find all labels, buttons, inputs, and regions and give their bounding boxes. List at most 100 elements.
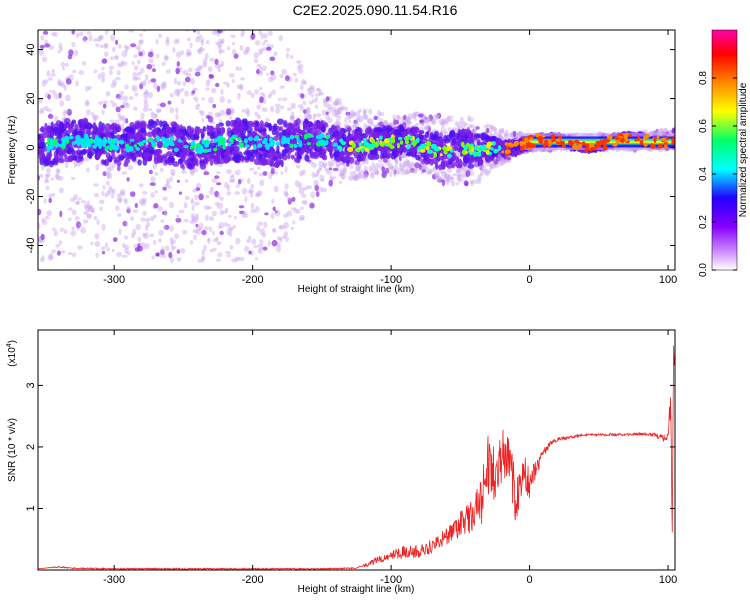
spectrogram-band-cell <box>174 130 181 138</box>
spectrogram-speckle <box>182 229 188 235</box>
spectrogram-speckle <box>266 72 270 76</box>
spectrogram-speckle <box>141 232 147 238</box>
spectrogram-speckle <box>224 221 228 227</box>
spectrogram-speckle <box>184 178 189 184</box>
spectrogram-peak-cell <box>213 147 218 152</box>
spectrogram-speckle <box>235 184 240 189</box>
spectrogram-band-cell <box>331 124 336 130</box>
spectrogram-speckle <box>225 250 232 255</box>
spectrogram-speckle <box>135 223 141 231</box>
spectrogram-speckle <box>115 76 121 81</box>
spectrogram-speckle <box>40 107 45 114</box>
spectrogram-band-cell <box>383 151 387 157</box>
spectrogram-speckle <box>47 77 53 81</box>
spectrogram-speckle <box>211 178 218 183</box>
spectrogram-speckle <box>272 89 276 95</box>
spectrogram-speckle <box>196 227 203 231</box>
spectrogram-speckle <box>186 73 192 78</box>
spectrogram-speckle <box>197 48 203 55</box>
spectrogram-speckle <box>136 24 140 29</box>
spectrogram-speckle <box>473 179 479 184</box>
spectrogram-speckle <box>262 171 268 176</box>
spectrogram-speckle <box>63 84 67 92</box>
spectrogram-speckle <box>336 107 343 115</box>
spectrogram-band-cell <box>66 148 73 155</box>
spectrogram-speckle <box>411 161 415 166</box>
spectrogram-speckle <box>43 105 49 112</box>
spectrogram-speckle <box>379 111 385 117</box>
spectrogram-peak-cell <box>590 146 595 151</box>
chart-title: C2E2.2025.090.11.54.R16 <box>293 2 458 18</box>
spectrogram-speckle <box>209 226 213 233</box>
spectrogram-speckle <box>162 26 168 30</box>
spectrogram-speckle <box>250 92 255 99</box>
spectrogram-band-cell <box>295 118 301 126</box>
spectrogram-speckle <box>406 161 412 167</box>
spectrogram-speckle <box>113 237 118 243</box>
spectrogram-speckle <box>487 170 492 174</box>
spectrogram-band-cell <box>54 154 59 161</box>
spectrogram-speckle <box>455 151 460 158</box>
spectrogram-band-cell <box>439 140 447 147</box>
spectrogram-speckle <box>327 107 332 114</box>
spectrogram-speckle <box>175 67 180 75</box>
spectrogram-band-cell <box>58 158 65 164</box>
spectrogram-speckle <box>190 213 196 219</box>
spectrogram-speckle <box>340 170 347 175</box>
spectrogram-speckle <box>470 179 475 187</box>
spectrogram-speckle <box>229 244 234 250</box>
spectrogram-speckle <box>86 167 90 173</box>
spectrogram-speckle <box>104 242 109 248</box>
spectrogram-band-cell <box>253 127 259 132</box>
spectrogram-band-cell <box>314 129 318 137</box>
spectrogram-speckle <box>64 162 69 169</box>
spectrogram-band-cell <box>159 154 164 161</box>
spectrogram-band-cell <box>48 152 53 158</box>
spectrogram-speckle <box>83 211 89 215</box>
spectrogram-speckle <box>104 42 109 48</box>
spectrogram-band-cell <box>432 157 438 165</box>
spectrogram-speckle <box>284 192 289 197</box>
spectrogram-speckle <box>418 163 422 171</box>
spectrogram-speckle <box>301 193 307 198</box>
spectrogram-band-cell <box>364 132 369 138</box>
spectrogram-speckle <box>164 54 169 62</box>
spectrogram-band-cell <box>424 131 430 139</box>
spectrogram-speckle <box>193 234 197 241</box>
spectrogram-band-cell <box>442 161 446 169</box>
spectrogram-speckle <box>114 54 119 61</box>
spectrogram-speckle <box>290 102 296 107</box>
spectrogram-speckle <box>226 254 232 258</box>
spectrogram-speckle <box>339 168 344 175</box>
spectrogram-band-cell <box>200 133 204 140</box>
spectrogram-speckle <box>426 167 429 171</box>
spectrogram-band-cell <box>333 152 337 157</box>
spectrogram-band-cell <box>232 155 238 162</box>
spectrogram-speckle <box>176 249 180 254</box>
spectrogram-speckle <box>42 30 49 35</box>
spectrogram-speckle <box>160 102 166 108</box>
spectrogram-speckle <box>58 92 62 99</box>
spectrogram-band-cell <box>206 154 212 162</box>
spectrogram-speckle <box>38 49 45 56</box>
spectrogram-speckle <box>244 195 248 203</box>
spectrogram-speckle <box>182 69 189 76</box>
spectrogram-speckle <box>214 190 220 198</box>
spectrogram-speckle <box>157 238 162 243</box>
spectrogram-speckle <box>81 61 87 66</box>
spectrogram-speckle <box>227 23 233 29</box>
spectrogram-speckle <box>331 106 337 112</box>
spectrogram-speckle <box>229 175 235 183</box>
spectrogram-speckle <box>298 217 305 221</box>
spectrogram-speckle <box>116 165 121 172</box>
spectrogram-speckle <box>340 105 346 111</box>
spectrogram-speckle <box>318 92 324 96</box>
spectrogram-band-cell <box>216 153 220 160</box>
spectrogram-speckle <box>393 119 397 126</box>
spectrogram-band-cell <box>206 125 213 130</box>
spectrogram-band-cell <box>188 128 192 133</box>
spectrogram-speckle <box>216 112 222 117</box>
spectrogram-speckle <box>195 37 201 43</box>
spectrogram-speckle <box>413 168 418 175</box>
spectrogram-band-cell <box>86 151 93 159</box>
